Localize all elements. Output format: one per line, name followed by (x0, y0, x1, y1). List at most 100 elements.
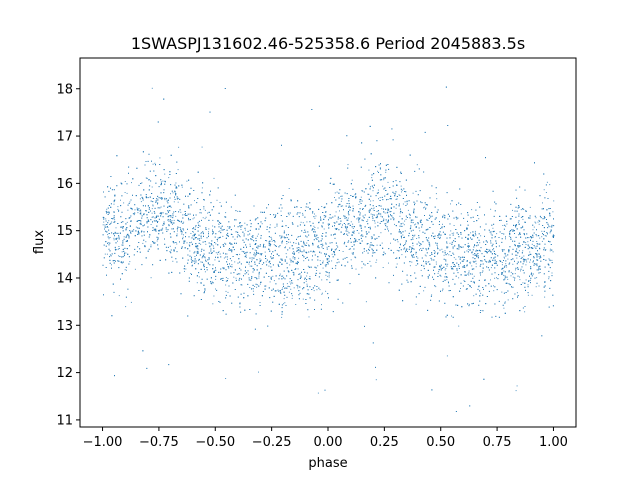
data-point (535, 247, 537, 249)
data-point (174, 247, 176, 249)
data-point (187, 213, 189, 215)
data-point (538, 256, 540, 257)
data-point (274, 216, 276, 217)
data-point (302, 288, 304, 290)
data-point (173, 211, 175, 213)
data-point (530, 277, 532, 279)
data-point (399, 195, 401, 196)
data-point (552, 305, 554, 307)
data-point (518, 250, 520, 252)
data-point (340, 223, 342, 225)
data-point (248, 263, 250, 265)
data-point (535, 253, 537, 254)
data-point (360, 196, 362, 198)
data-point (200, 232, 202, 234)
data-point (529, 206, 531, 208)
data-point (531, 294, 533, 296)
data-point (418, 241, 420, 243)
data-point (196, 247, 198, 249)
data-point (493, 248, 495, 249)
data-point (306, 275, 308, 277)
data-point (370, 200, 372, 202)
data-point (348, 223, 350, 225)
data-point (386, 221, 388, 223)
data-point (435, 286, 437, 288)
data-point (289, 247, 291, 249)
data-point (224, 88, 226, 89)
data-point (525, 244, 527, 245)
data-point (280, 261, 281, 263)
data-point (361, 200, 363, 202)
data-point (231, 260, 233, 262)
data-point (172, 213, 174, 215)
data-point (445, 268, 447, 269)
data-point (415, 253, 417, 255)
data-point (365, 236, 367, 238)
data-point (352, 188, 354, 190)
data-point (319, 289, 321, 291)
data-point (107, 214, 109, 215)
data-point (524, 306, 526, 307)
data-point (364, 214, 366, 216)
data-point (320, 252, 322, 254)
data-point (535, 222, 537, 224)
data-point (474, 230, 476, 232)
data-point (122, 221, 124, 223)
data-point (423, 171, 425, 173)
data-point (203, 208, 205, 210)
data-point (261, 223, 263, 225)
data-point (425, 255, 427, 257)
data-point (429, 255, 431, 256)
data-point (207, 259, 209, 261)
data-point (305, 206, 307, 208)
data-point (306, 272, 308, 274)
data-point (496, 261, 498, 262)
data-point (420, 243, 422, 245)
data-point (427, 261, 429, 263)
data-point (543, 249, 545, 251)
data-point (406, 251, 408, 252)
data-point (217, 253, 219, 255)
data-point (451, 241, 453, 243)
data-point (244, 229, 246, 231)
data-point (424, 131, 426, 133)
data-point (306, 242, 308, 244)
data-point (473, 302, 474, 304)
data-point (348, 200, 350, 202)
data-point (423, 268, 425, 270)
data-point (494, 210, 496, 212)
data-point (241, 250, 243, 252)
data-point (532, 229, 534, 231)
data-point (263, 243, 265, 245)
data-point (520, 270, 521, 272)
data-point (381, 208, 383, 210)
data-point (146, 217, 148, 219)
data-point (390, 218, 392, 220)
data-point (425, 207, 427, 209)
data-point (392, 139, 394, 141)
data-point (287, 270, 289, 272)
data-point (190, 204, 192, 206)
data-point (322, 267, 324, 269)
data-point (291, 295, 293, 297)
data-point (107, 222, 109, 224)
data-point (538, 219, 540, 221)
data-point (213, 295, 215, 297)
data-point (192, 231, 194, 232)
data-point (275, 290, 277, 292)
data-point (362, 220, 364, 222)
data-point (201, 187, 203, 189)
data-point (166, 200, 168, 202)
data-point (535, 217, 537, 219)
data-point (376, 244, 378, 246)
data-point (382, 185, 384, 187)
data-point (283, 303, 285, 305)
data-point (177, 227, 179, 229)
data-point (282, 195, 284, 196)
data-point (376, 259, 378, 261)
data-point (435, 261, 437, 263)
data-point (404, 230, 406, 232)
data-point (274, 290, 276, 292)
data-point (184, 240, 186, 242)
data-point (259, 260, 261, 262)
